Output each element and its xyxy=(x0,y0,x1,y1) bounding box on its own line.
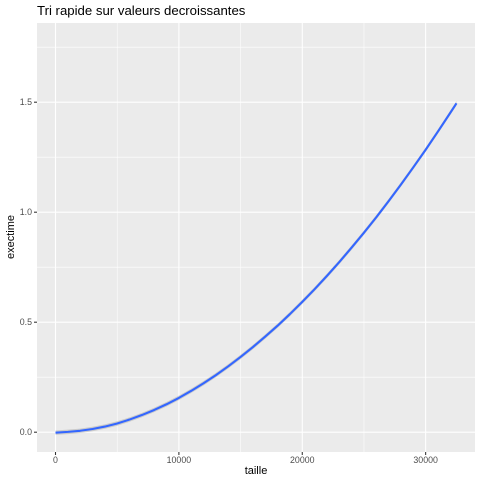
series-0-line xyxy=(55,102,458,434)
plot-panel xyxy=(37,23,475,452)
y-tick-label-2: 1.0 xyxy=(20,207,32,217)
x-tick-label-1: 10000 xyxy=(167,455,192,465)
major-gridlines xyxy=(37,23,475,452)
x-tick-label-3: 30000 xyxy=(413,455,438,465)
x-axis-title: taille xyxy=(245,465,268,477)
y-tick-label-3: 1.5 xyxy=(20,97,32,107)
x-tick-label-0: 0 xyxy=(53,455,58,465)
y-tick-label-0: 0.0 xyxy=(20,427,32,437)
chart-title: Tri rapide sur valeurs decroissantes xyxy=(37,3,246,18)
minor-gridlines xyxy=(37,23,475,452)
x-axis: 0 10000 20000 30000 xyxy=(53,452,438,465)
y-axis: 0.0 0.5 1.0 1.5 xyxy=(20,97,37,437)
x-tick-label-2: 20000 xyxy=(290,455,315,465)
y-tick-label-1: 0.5 xyxy=(20,317,32,327)
y-axis-title: exectime xyxy=(5,215,17,259)
series-layer xyxy=(55,101,458,435)
